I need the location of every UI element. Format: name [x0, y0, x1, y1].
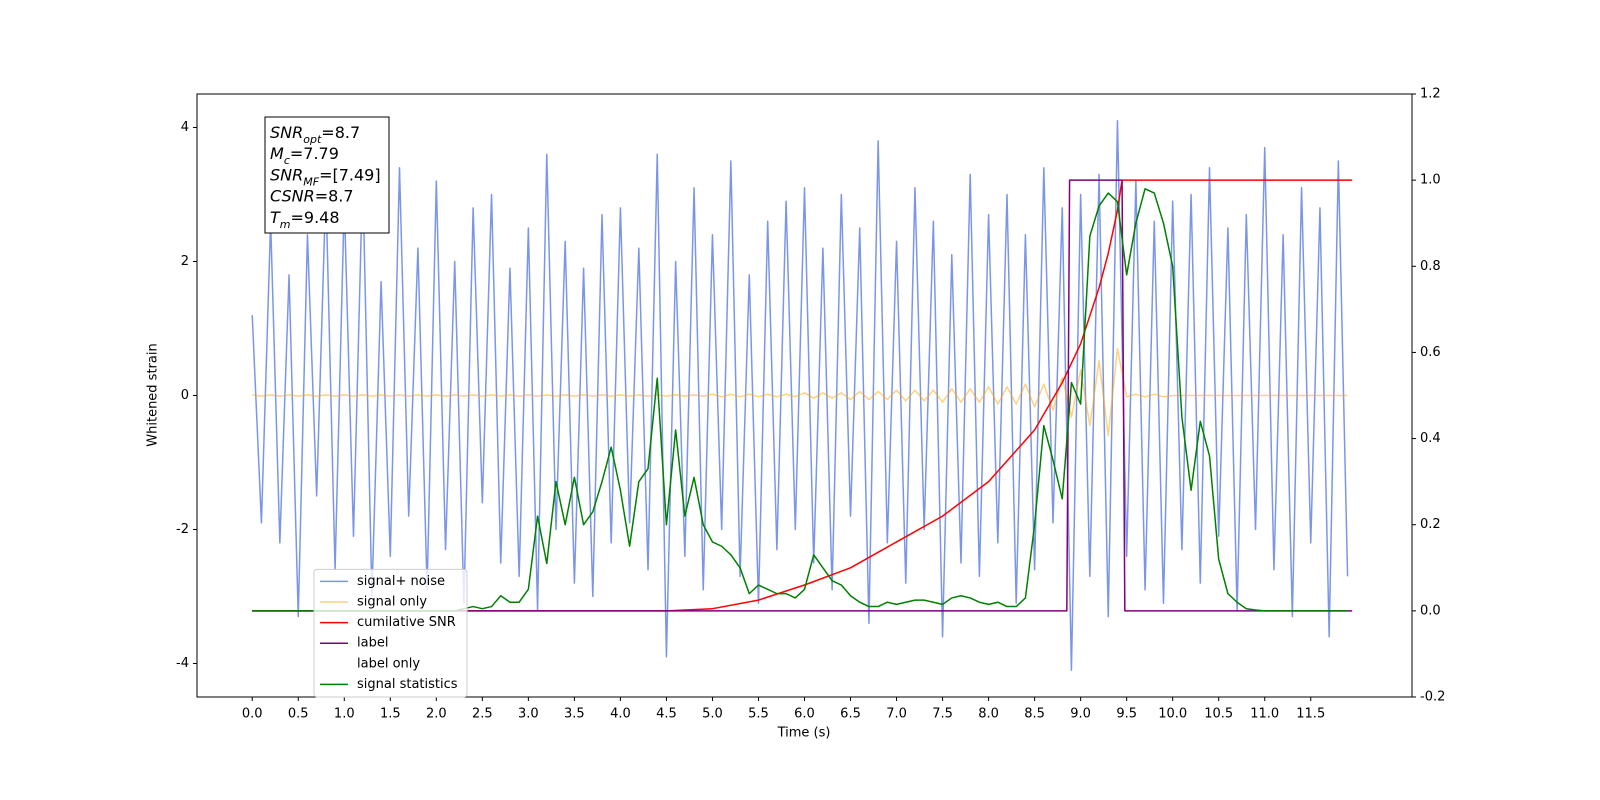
annotation-line: SNRMF=[7.49] — [270, 165, 381, 188]
y2-tick-label: 0.2 — [1420, 517, 1441, 532]
y2-tick-label: 0.4 — [1420, 431, 1441, 446]
y-tick-label: 2 — [181, 254, 189, 269]
legend-label: signal+ noise — [357, 574, 445, 589]
annotation-line: SNRopt=8.7 — [270, 123, 360, 146]
legend-label: label only — [357, 656, 420, 671]
y-tick-label: 4 — [181, 120, 189, 135]
series-line — [252, 179, 1353, 612]
series-line — [252, 347, 1348, 437]
annotation-value: =7.79 — [290, 144, 339, 163]
series-line — [252, 188, 1348, 612]
y-tick-label: -2 — [176, 522, 189, 537]
annotation-value: =8.7 — [315, 186, 354, 205]
y-tick-label: 0 — [181, 388, 189, 403]
annotation-base: T — [270, 207, 281, 226]
x-tick-label: 11.0 — [1250, 707, 1279, 722]
x-tick-label: 11.5 — [1296, 707, 1325, 722]
y2-tick-label: 1.0 — [1420, 173, 1441, 188]
legend-frame — [313, 568, 468, 698]
x-tick-label: 2.5 — [472, 707, 493, 722]
x-tick-label: 6.5 — [840, 707, 861, 722]
annotation-line: Tm=9.48 — [270, 207, 340, 230]
annotation-line: CSNR=8.7 — [270, 186, 354, 205]
x-tick-label: 0.5 — [288, 707, 309, 722]
y2-tick-label: 1.2 — [1420, 87, 1441, 102]
annotation-base: CSNR — [270, 186, 315, 205]
annotation-base: SNR — [270, 165, 303, 184]
x-tick-label: 7.5 — [932, 707, 953, 722]
x-tick-label: 1.0 — [334, 707, 355, 722]
annotation-value: =9.48 — [291, 207, 340, 226]
y-tick-label: -4 — [176, 656, 189, 671]
y2-tick-label: 0.6 — [1420, 345, 1441, 360]
x-tick-label: 9.5 — [1116, 707, 1137, 722]
annotation-base: SNR — [270, 123, 303, 142]
x-tick-label: 8.5 — [1024, 707, 1045, 722]
x-tick-label: 0.0 — [242, 707, 263, 722]
annotation-base: M — [270, 144, 284, 163]
legend-label: signal only — [357, 595, 427, 610]
annotation-value: =8.7 — [321, 123, 360, 142]
legend: signal+ noise signal only cumilative SNR la… — [313, 568, 468, 698]
y2-tick-label: 0.8 — [1420, 259, 1441, 274]
annotation-sub: c — [284, 154, 290, 167]
x-tick-label: 10.0 — [1158, 707, 1187, 722]
legend-label: signal statistics — [357, 677, 458, 692]
annotation-line: Mc=7.79 — [270, 144, 339, 167]
x-tick-label: 9.0 — [1070, 707, 1091, 722]
y-axis-label: Whitened strain — [146, 343, 161, 446]
y2-tick-label: -0.2 — [1420, 690, 1445, 705]
x-tick-label: 2.0 — [426, 707, 447, 722]
y2-tick-label: 0.0 — [1420, 603, 1441, 618]
x-tick-label: 10.5 — [1204, 707, 1233, 722]
x-tick-label: 5.5 — [748, 707, 769, 722]
x-tick-label: 4.5 — [656, 707, 677, 722]
x-tick-label: 5.0 — [702, 707, 723, 722]
annotation-box: SNRopt=8.7Mc=7.79SNRMF=[7.49]CSNR=8.7Tm=… — [264, 116, 390, 234]
annotation-sub: MF — [303, 175, 319, 188]
annotation-frame — [264, 116, 390, 234]
series-line — [251, 120, 1349, 671]
x-tick-label: 8.0 — [978, 707, 999, 722]
legend-label: label — [357, 636, 388, 651]
x-tick-label: 3.5 — [564, 707, 585, 722]
annotation-sub: m — [280, 217, 291, 230]
x-axis-label: Time (s) — [777, 726, 831, 741]
x-tick-label: 3.0 — [518, 707, 539, 722]
annotation-value: =[7.49] — [319, 165, 381, 184]
x-tick-label: 7.0 — [886, 707, 907, 722]
annotation-sub: opt — [303, 133, 322, 146]
x-tick-label: 4.0 — [610, 707, 631, 722]
x-tick-label: 6.0 — [794, 707, 815, 722]
plot-frame — [196, 93, 1413, 698]
x-tick-label: 1.5 — [380, 707, 401, 722]
legend-label: cumilative SNR — [357, 615, 456, 630]
